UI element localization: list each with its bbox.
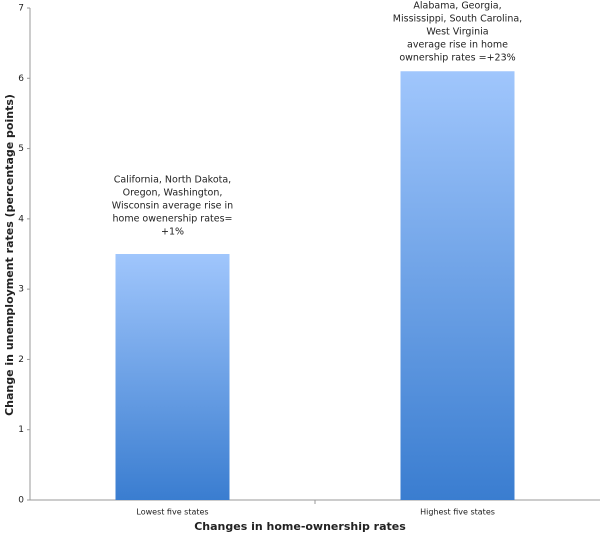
annotation: home owenership rates= xyxy=(112,214,232,225)
y-tick-label: 1 xyxy=(18,425,24,435)
y-tick-label: 7 xyxy=(18,4,24,14)
annotation: average rise in home xyxy=(407,40,508,51)
annotation: California, North Dakota, xyxy=(114,175,231,186)
annotation: ownership rates =+23% xyxy=(399,53,515,64)
bar xyxy=(115,254,230,500)
annotation: West Virginia xyxy=(426,27,488,38)
y-tick-label: 6 xyxy=(18,74,24,84)
annotation: Oregon, Washington, xyxy=(123,188,223,199)
y-tick-label: 5 xyxy=(18,144,24,154)
annotation: Mississippi, South Carolina, xyxy=(393,14,522,25)
bar xyxy=(400,71,515,500)
annotation: +1% xyxy=(161,227,184,238)
annotation: Alabama, Georgia, xyxy=(413,1,501,12)
y-tick-label: 0 xyxy=(18,496,24,506)
y-tick-label: 3 xyxy=(18,285,24,295)
annotation: Wisconsin average rise in xyxy=(112,201,233,212)
y-tick-label: 4 xyxy=(18,214,24,224)
x-tick-label: Highest five states xyxy=(420,508,495,517)
y-tick-label: 2 xyxy=(18,355,24,365)
y-axis-title: Change in unemployment rates (percentage… xyxy=(3,94,16,416)
x-tick-label: Lowest five states xyxy=(136,508,208,517)
x-axis-title: Changes in home-ownership rates xyxy=(194,520,406,533)
